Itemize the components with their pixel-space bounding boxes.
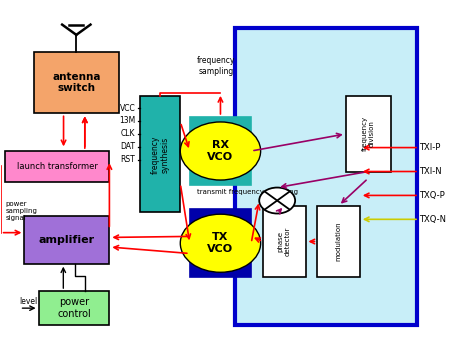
Bar	[5, 151, 109, 182]
Bar	[318, 206, 360, 277]
Text: power
control: power control	[57, 297, 91, 319]
Text: RST: RST	[121, 155, 136, 164]
Text: CLK: CLK	[121, 129, 136, 139]
Text: TX
VCO: TX VCO	[208, 233, 234, 254]
Text: amplifier: amplifier	[39, 235, 95, 245]
Text: frequency
synthesis: frequency synthesis	[151, 135, 170, 174]
Bar	[235, 28, 417, 325]
Circle shape	[180, 214, 261, 272]
Circle shape	[180, 122, 261, 180]
Text: TXI-P: TXI-P	[419, 143, 440, 152]
Text: DAT: DAT	[120, 142, 136, 151]
Text: frequency
division: frequency division	[362, 116, 374, 152]
Bar	[190, 117, 251, 185]
Bar	[346, 96, 391, 172]
Text: phase
detector: phase detector	[278, 227, 291, 256]
Text: power
sampling
signal: power sampling signal	[5, 201, 37, 221]
Circle shape	[259, 188, 295, 214]
Bar	[263, 206, 306, 277]
Bar	[140, 96, 180, 213]
Text: VCC: VCC	[119, 104, 136, 113]
Text: RX
VCO: RX VCO	[208, 140, 234, 162]
Bar	[24, 216, 109, 264]
Text: launch transformer: launch transformer	[17, 162, 98, 171]
Text: level: level	[19, 297, 38, 306]
Bar	[38, 291, 109, 325]
Text: TXQ-P: TXQ-P	[419, 191, 445, 200]
Text: transmit frequency sampling: transmit frequency sampling	[197, 189, 298, 194]
Text: modulation: modulation	[336, 222, 342, 261]
Bar	[34, 52, 119, 114]
Text: frequency
sampling: frequency sampling	[197, 57, 235, 76]
Text: antenna
switch: antenna switch	[52, 72, 100, 94]
Bar	[190, 209, 251, 277]
Text: TXQ-N: TXQ-N	[419, 215, 446, 224]
Text: TXI-N: TXI-N	[419, 167, 442, 176]
Text: 13M: 13M	[119, 116, 136, 126]
